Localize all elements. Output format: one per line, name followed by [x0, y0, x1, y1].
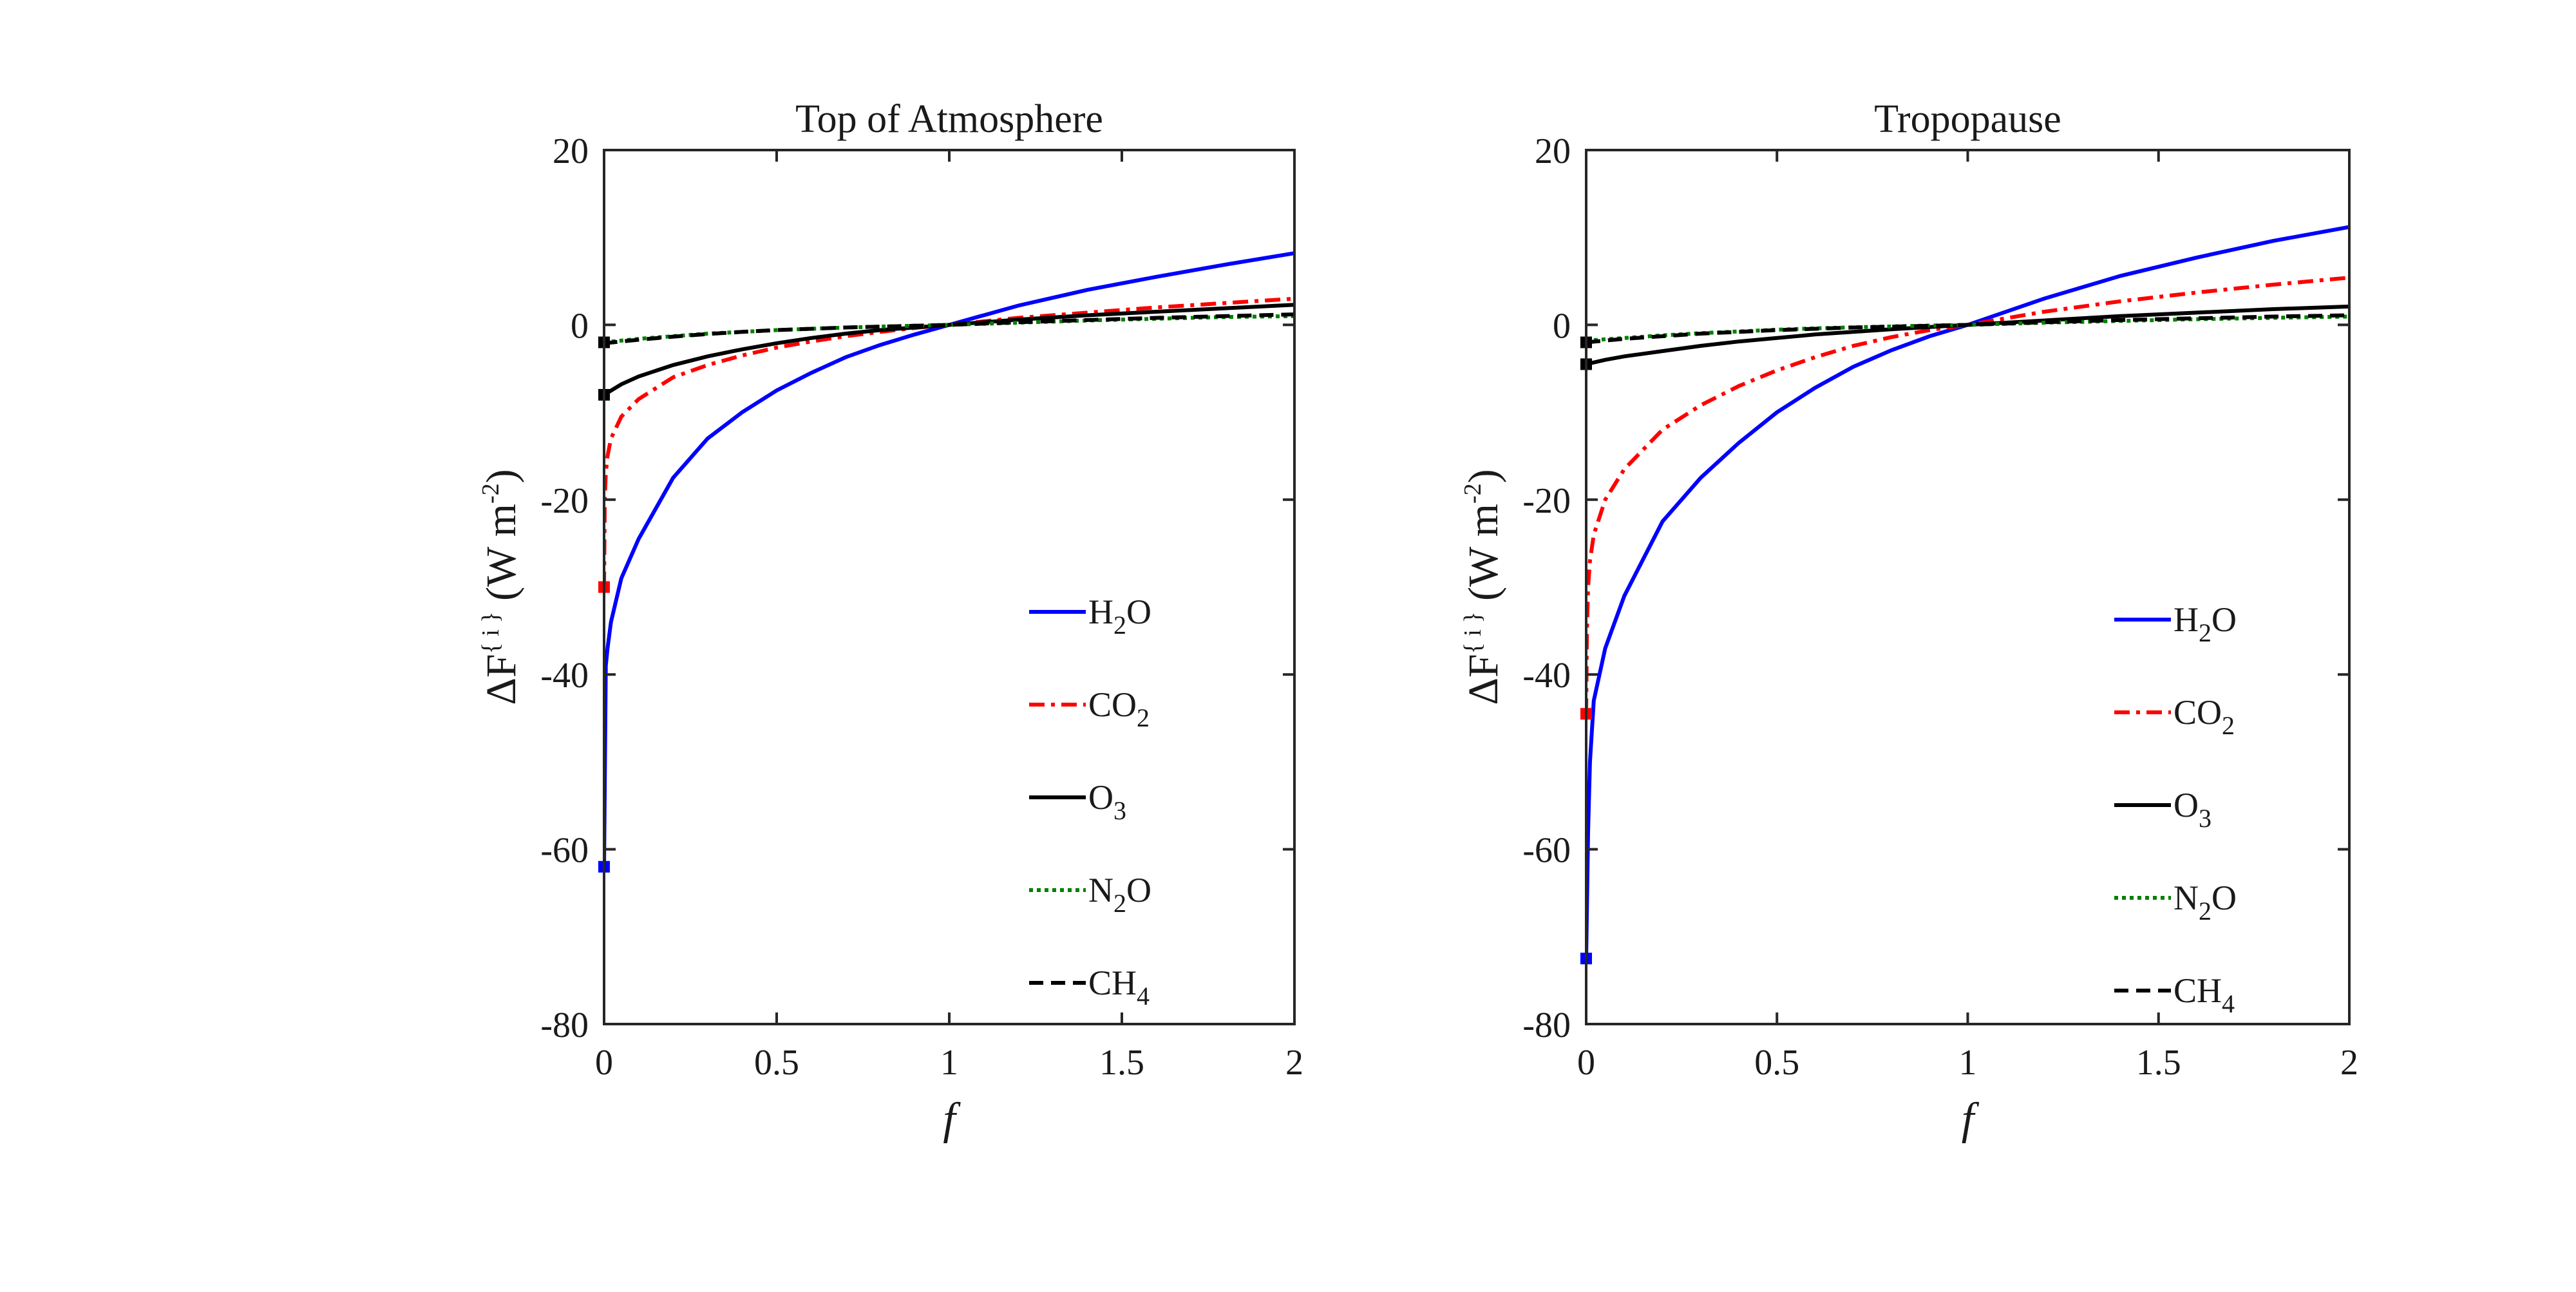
y-axis-label: ΔF{ i } (W m-2) [477, 469, 525, 705]
chart-title: Top of Atmosphere [795, 97, 1103, 141]
y-tick-label: 20 [553, 131, 589, 171]
legend-label-n2o: N2O [2174, 879, 2237, 926]
series-line-h2o [604, 251, 1294, 867]
x-tick-label: 1 [1959, 1043, 1977, 1083]
x-tick-label: 0.5 [1754, 1043, 1799, 1083]
series-line-o3 [604, 303, 1294, 397]
legend: H2O CO2 O3 N2O CH4 [1029, 593, 1151, 1011]
x-tick-label: 0 [595, 1043, 613, 1083]
series-line-co2 [604, 296, 1294, 587]
series-line-h2o [1586, 225, 2349, 959]
x-axis-label: f [1962, 1094, 1980, 1144]
legend-label-h2o: H2O [2174, 600, 2237, 647]
series-line-n2o [604, 314, 1294, 345]
series-line-ch4 [1586, 313, 2349, 345]
legend: H2O CO2 O3 N2O CH4 [2114, 600, 2237, 1018]
legend-label-co2: CO2 [1088, 685, 1150, 732]
legend-label-h2o: H2O [1088, 593, 1151, 640]
series-line-co2 [1586, 276, 2349, 714]
series-line-ch4 [604, 312, 1294, 345]
legend-label-o3: O3 [1088, 778, 1126, 825]
y-tick-label: -40 [540, 656, 589, 696]
legend-label-ch4: CH4 [1088, 964, 1150, 1011]
series-line-n2o [1586, 314, 2349, 343]
y-tick-label: -20 [540, 481, 589, 521]
x-tick-label: 1.5 [1099, 1043, 1144, 1083]
y-tick-label: -60 [540, 831, 589, 871]
y-tick-label: 20 [1535, 131, 1571, 171]
chart-title: Tropopause [1874, 97, 2061, 141]
x-tick-label: 2 [1285, 1043, 1303, 1083]
axes-box [603, 149, 1296, 1025]
x-tick-label: 2 [2340, 1043, 2358, 1083]
series-line-o3 [1586, 304, 2349, 366]
legend-label-ch4: CH4 [2174, 971, 2235, 1018]
x-tick-label: 0 [1577, 1043, 1595, 1083]
y-tick-label: 0 [571, 306, 589, 346]
x-tick-label: 0.5 [754, 1043, 799, 1083]
x-tick-label: 1 [940, 1043, 958, 1083]
legend-label-co2: CO2 [2174, 693, 2235, 740]
y-tick-label: 0 [1553, 306, 1571, 346]
y-axis-label: ΔF{ i } (W m-2) [1459, 469, 1507, 705]
x-tick-label: 1.5 [2136, 1043, 2181, 1083]
legend-label-o3: O3 [2174, 786, 2211, 833]
y-tick-label: -80 [1522, 1005, 1571, 1045]
y-tick-label: -80 [540, 1005, 589, 1045]
y-tick-label: -20 [1522, 481, 1571, 521]
y-tick-label: -60 [1522, 831, 1571, 871]
legend-label-n2o: N2O [1088, 871, 1151, 918]
y-tick-label: -40 [1522, 656, 1571, 696]
x-axis-label: f [943, 1094, 961, 1144]
